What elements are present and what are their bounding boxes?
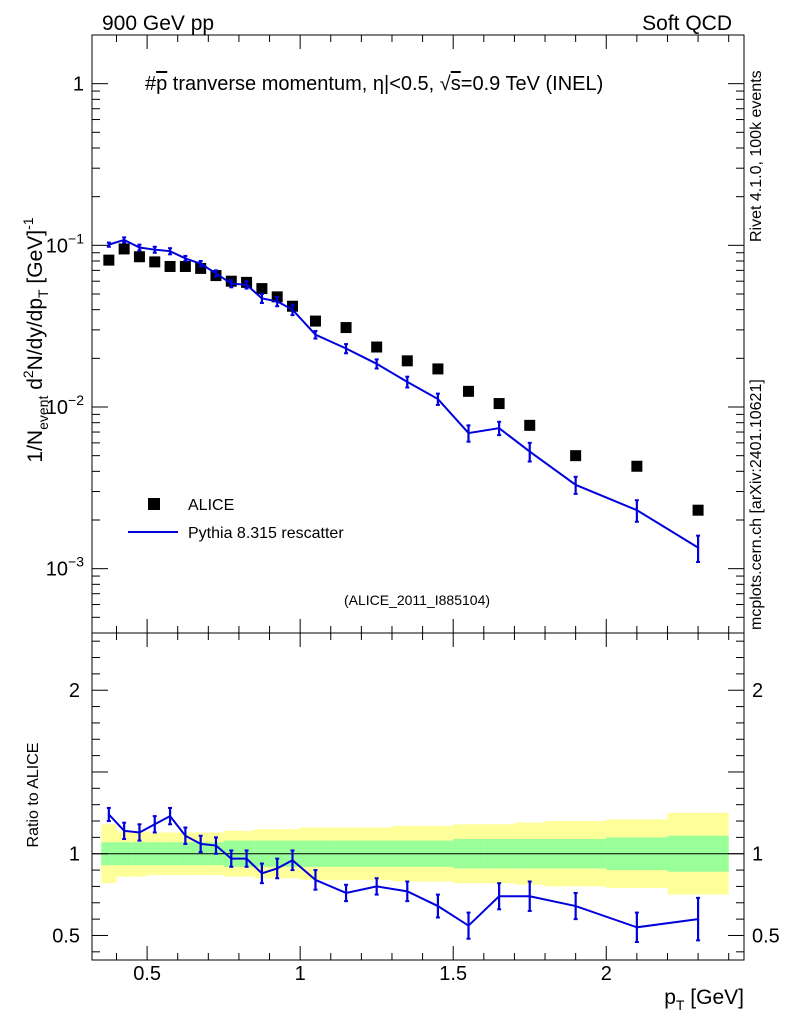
- x-tick-label: 0.5: [133, 963, 161, 985]
- ylabel-c: N/dy/dp: [24, 298, 47, 370]
- alice-data-point: [118, 243, 130, 255]
- ratio-panel-marks: [106, 806, 701, 944]
- alice-data-point: [631, 460, 643, 472]
- title-s: s: [451, 73, 461, 95]
- alice-data-point: [195, 262, 207, 274]
- alice-data-point: [149, 256, 161, 268]
- chart-title: #p tranverse momentum, η|<0.5, √s=0.9 Te…: [145, 73, 603, 95]
- header-left: 900 GeV pp: [102, 12, 214, 35]
- ylabel-sup1: 2: [20, 370, 36, 378]
- ylabel-sup2: -1: [20, 217, 36, 230]
- ratio-tick-label-left: 1: [69, 844, 80, 866]
- xlabel-sub: T: [676, 997, 685, 1013]
- alice-data-point: [570, 450, 582, 462]
- ylabel-b: d: [24, 378, 47, 396]
- side-text-rivet: Rivet 4.1.0, 100k events: [748, 70, 765, 242]
- legend-marker-alice: [148, 498, 160, 510]
- y-tick-exponent: −3: [68, 554, 84, 570]
- ylabel-d: [GeV]: [24, 230, 47, 290]
- legend-label-alice: ALICE: [188, 497, 234, 514]
- x-tick-label: 1.5: [439, 963, 467, 985]
- ratio-tick-label-left: 2: [69, 680, 80, 702]
- ratio-curve: [108, 813, 699, 929]
- alice-data-point: [340, 322, 352, 334]
- ylabel-sub2: T: [35, 289, 51, 298]
- alice-data-point: [256, 283, 268, 295]
- analysis-watermark: (ALICE_2011_I885104): [344, 592, 490, 608]
- alice-data-point: [133, 251, 145, 263]
- ratio-tick-label-right: 1: [752, 844, 763, 866]
- xlabel-b: [GeV]: [684, 986, 744, 1009]
- alice-data-point: [371, 341, 383, 353]
- alice-data-point: [179, 260, 191, 272]
- y-tick-base: 10: [46, 397, 68, 419]
- pythia-curve: [108, 238, 699, 549]
- main-panel-frame: [91, 34, 745, 634]
- ratio-panel-frame: [91, 632, 745, 961]
- ylabel-a: 1/N: [24, 430, 47, 463]
- title-energy: =0.9 TeV (INEL): [461, 73, 603, 95]
- ratio-y-axis-label: Ratio to ALICE: [25, 743, 42, 848]
- y-tick-base: 1: [73, 74, 84, 96]
- alice-data-point: [432, 363, 444, 375]
- ratio-tick-label-left: 0.5: [52, 925, 80, 947]
- y-axis-label: 1/Nevent d2N/dy/dpT [GeV]-1: [20, 217, 51, 462]
- ratio-tick-label-right: 2: [752, 680, 763, 702]
- alice-data-point: [401, 355, 413, 367]
- y-tick-label: 10−1: [46, 230, 84, 257]
- y-tick-base: 10: [46, 235, 68, 257]
- ylabel-sub1: event: [35, 396, 51, 430]
- side-text-mcplots: mcplots.cern.ch [arXiv:2401.10621]: [748, 379, 765, 630]
- alice-data-point: [463, 385, 475, 397]
- title-mid: tranverse momentum,: [167, 73, 373, 95]
- y-tick-base: 10: [46, 559, 68, 581]
- x-tick-label: 1: [295, 963, 306, 985]
- title-root: √: [440, 73, 451, 95]
- alice-data-point: [524, 419, 536, 431]
- title-eta: η: [373, 73, 384, 95]
- title-prefix: #: [145, 73, 157, 95]
- alice-data-point: [103, 254, 115, 266]
- header-right: Soft QCD: [642, 12, 732, 35]
- y-tick-label: 10−3: [46, 554, 84, 581]
- y-tick-exponent: −2: [68, 392, 84, 408]
- main-panel-marks: [103, 236, 704, 563]
- legend-label-pythia: Pythia 8.315 rescatter: [188, 525, 344, 542]
- y-tick-label: 1: [73, 74, 84, 96]
- ratio-tick-label-right: 0.5: [752, 925, 780, 947]
- y-tick-label: 10−2: [46, 392, 84, 419]
- alice-data-point: [493, 398, 505, 410]
- xlabel-a: p: [664, 986, 676, 1009]
- x-axis-label: pT [GeV]: [664, 986, 744, 1013]
- alice-data-point: [164, 260, 176, 272]
- title-pbar: p: [156, 73, 167, 95]
- y-tick-exponent: −1: [68, 230, 84, 246]
- x-tick-label: 2: [601, 963, 612, 985]
- alice-data-point: [309, 315, 321, 327]
- title-cut: |<0.5,: [384, 73, 440, 95]
- alice-data-point: [692, 504, 704, 516]
